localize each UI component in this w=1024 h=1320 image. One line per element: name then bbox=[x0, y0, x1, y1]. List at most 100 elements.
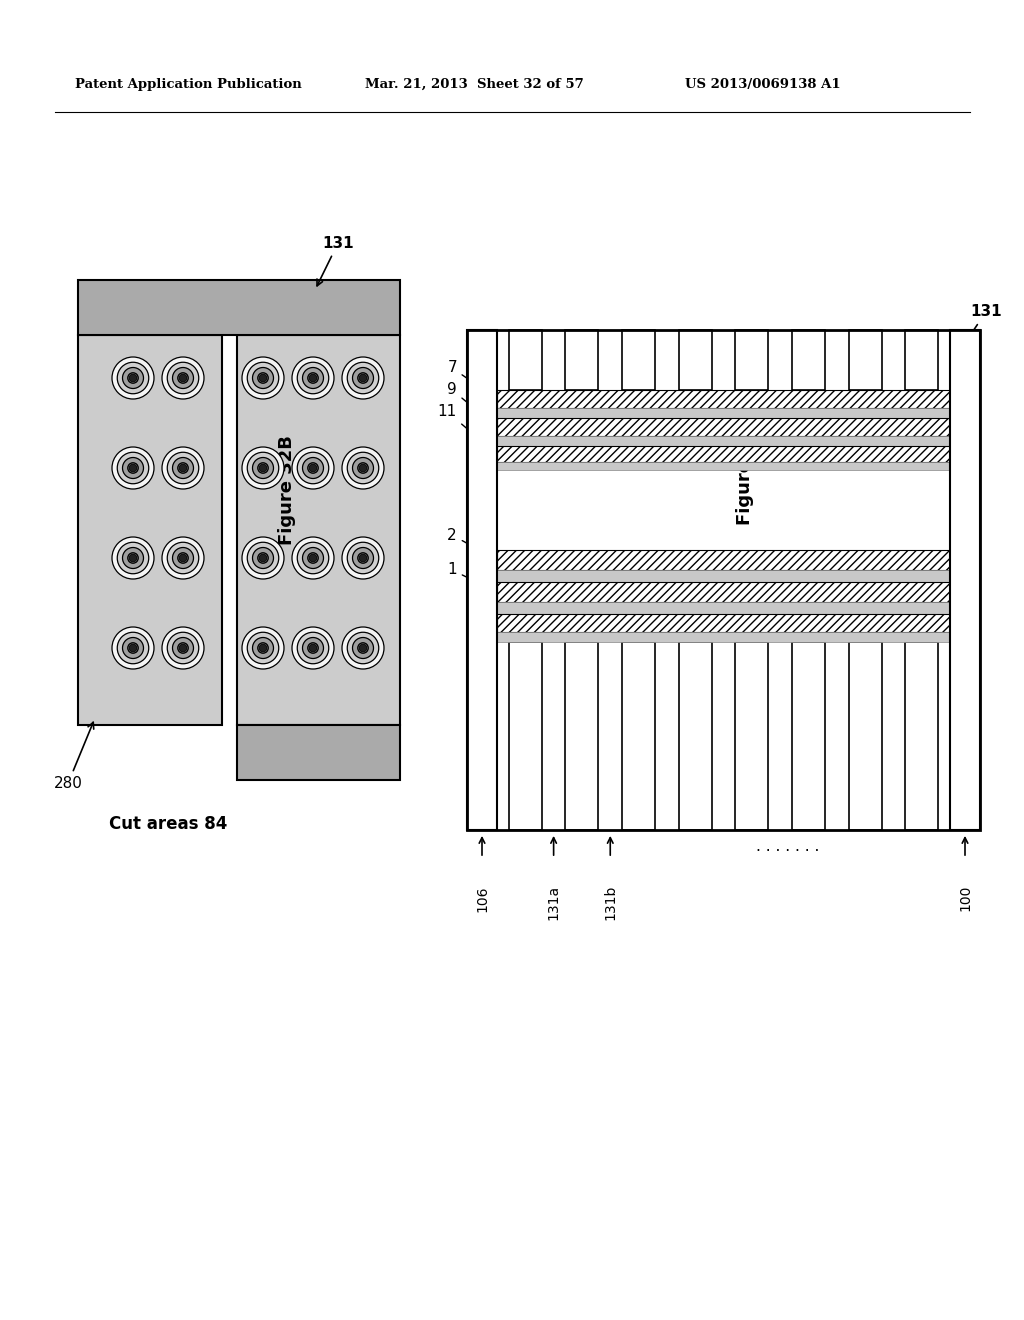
Bar bbox=[735, 642, 768, 830]
Circle shape bbox=[123, 458, 143, 479]
Text: 131a: 131a bbox=[547, 884, 560, 920]
Circle shape bbox=[178, 463, 188, 474]
Circle shape bbox=[242, 537, 284, 579]
Circle shape bbox=[112, 356, 154, 399]
Text: 131: 131 bbox=[317, 236, 353, 286]
Text: Patent Application Publication: Patent Application Publication bbox=[75, 78, 302, 91]
Bar bbox=[679, 330, 712, 389]
Circle shape bbox=[347, 362, 379, 393]
Circle shape bbox=[112, 537, 154, 579]
Circle shape bbox=[258, 372, 268, 383]
Bar bbox=[237, 725, 400, 780]
Bar bbox=[622, 330, 655, 389]
Circle shape bbox=[309, 465, 316, 471]
Circle shape bbox=[309, 375, 316, 381]
Circle shape bbox=[128, 372, 138, 383]
Circle shape bbox=[359, 465, 367, 471]
Circle shape bbox=[128, 553, 138, 564]
Circle shape bbox=[172, 458, 194, 479]
Bar bbox=[497, 602, 950, 614]
Bar bbox=[497, 389, 950, 408]
Bar bbox=[509, 642, 542, 830]
Circle shape bbox=[308, 643, 318, 653]
Circle shape bbox=[123, 548, 143, 569]
Circle shape bbox=[259, 465, 267, 471]
Bar bbox=[905, 642, 938, 830]
Circle shape bbox=[118, 453, 148, 483]
Circle shape bbox=[297, 362, 329, 393]
Circle shape bbox=[352, 458, 374, 479]
Circle shape bbox=[292, 537, 334, 579]
Text: 1: 1 bbox=[447, 562, 494, 590]
Circle shape bbox=[179, 554, 186, 562]
Circle shape bbox=[357, 553, 369, 564]
Bar bbox=[467, 330, 980, 830]
Circle shape bbox=[253, 638, 273, 659]
Circle shape bbox=[258, 643, 268, 653]
Bar bbox=[78, 335, 222, 725]
Circle shape bbox=[352, 638, 374, 659]
Circle shape bbox=[129, 465, 137, 471]
Bar bbox=[509, 330, 542, 389]
Circle shape bbox=[167, 453, 199, 483]
Text: 106: 106 bbox=[475, 884, 489, 912]
Circle shape bbox=[352, 548, 374, 569]
Circle shape bbox=[118, 362, 148, 393]
Bar bbox=[565, 330, 598, 389]
Circle shape bbox=[302, 367, 324, 388]
Bar bbox=[622, 642, 655, 830]
Circle shape bbox=[259, 554, 267, 562]
Circle shape bbox=[112, 447, 154, 488]
Circle shape bbox=[162, 447, 204, 488]
Circle shape bbox=[359, 375, 367, 381]
Bar bbox=[950, 330, 980, 830]
Circle shape bbox=[347, 543, 379, 574]
Circle shape bbox=[253, 367, 273, 388]
Circle shape bbox=[308, 372, 318, 383]
Circle shape bbox=[308, 463, 318, 474]
Circle shape bbox=[129, 644, 137, 652]
Text: 100: 100 bbox=[958, 884, 972, 911]
Bar bbox=[497, 462, 950, 470]
Text: 131b: 131b bbox=[603, 884, 617, 920]
Circle shape bbox=[162, 627, 204, 669]
Circle shape bbox=[247, 543, 279, 574]
Bar bbox=[792, 330, 825, 389]
Bar bbox=[497, 418, 950, 436]
Bar bbox=[78, 280, 400, 335]
Bar bbox=[467, 330, 497, 830]
Circle shape bbox=[112, 627, 154, 669]
Circle shape bbox=[167, 362, 199, 393]
Bar bbox=[905, 330, 938, 389]
Circle shape bbox=[129, 554, 137, 562]
Text: Figure 32B: Figure 32B bbox=[278, 436, 296, 545]
Circle shape bbox=[342, 627, 384, 669]
Bar bbox=[467, 330, 980, 830]
Circle shape bbox=[359, 554, 367, 562]
Circle shape bbox=[292, 447, 334, 488]
Circle shape bbox=[167, 632, 199, 664]
Circle shape bbox=[357, 372, 369, 383]
Bar bbox=[497, 408, 950, 418]
Circle shape bbox=[253, 458, 273, 479]
Circle shape bbox=[162, 356, 204, 399]
Bar bbox=[497, 550, 950, 570]
Bar bbox=[497, 614, 950, 632]
Circle shape bbox=[359, 644, 367, 652]
Circle shape bbox=[297, 543, 329, 574]
Circle shape bbox=[258, 553, 268, 564]
Bar bbox=[497, 436, 950, 446]
Text: Cut areas 84: Cut areas 84 bbox=[109, 814, 227, 833]
Circle shape bbox=[309, 644, 316, 652]
Circle shape bbox=[302, 638, 324, 659]
Text: 7: 7 bbox=[447, 360, 494, 396]
Text: Figure 32A: Figure 32A bbox=[736, 414, 754, 525]
Bar bbox=[679, 642, 712, 830]
Circle shape bbox=[297, 632, 329, 664]
Circle shape bbox=[247, 362, 279, 393]
Circle shape bbox=[292, 627, 334, 669]
Circle shape bbox=[258, 463, 268, 474]
Circle shape bbox=[259, 375, 267, 381]
Text: 280: 280 bbox=[53, 722, 94, 791]
Circle shape bbox=[128, 643, 138, 653]
